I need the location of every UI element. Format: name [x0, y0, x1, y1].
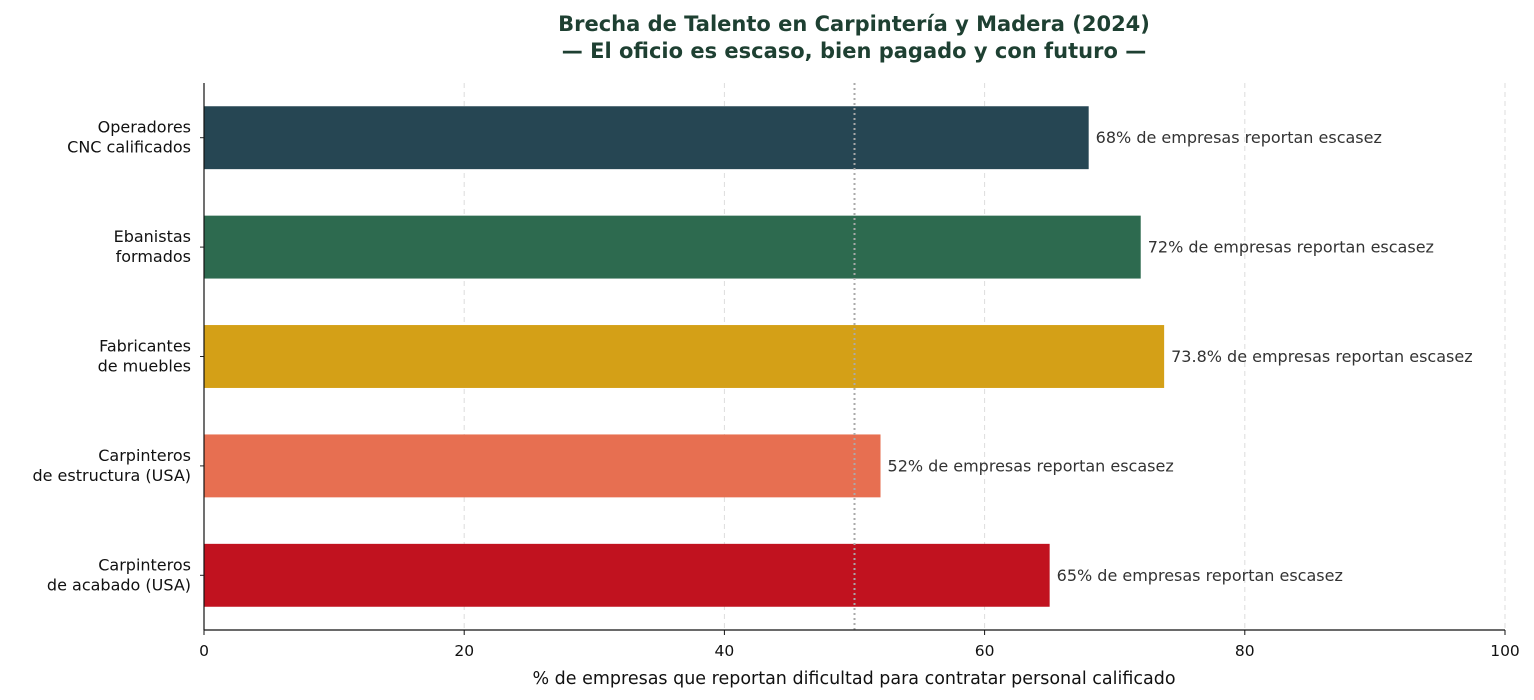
bar-4 — [204, 543, 1050, 607]
category-label-line: Ebanistas — [114, 227, 191, 246]
data-label-0: 68% de empresas reportan escasez — [1096, 128, 1382, 147]
x-tick-label-5: 100 — [1490, 642, 1520, 660]
data-label-2: 73.8% de empresas reportan escasez — [1171, 347, 1472, 366]
category-label-line: CNC calificados — [67, 138, 191, 157]
x-tick-label-3: 60 — [975, 642, 995, 660]
data-label-4: 65% de empresas reportan escasez — [1057, 566, 1343, 585]
data-label-1: 72% de empresas reportan escasez — [1148, 238, 1434, 257]
chart-title-line-2: — El oficio es escaso, bien pagado y con… — [562, 39, 1146, 63]
category-label-line: formados — [116, 247, 191, 266]
bars — [204, 106, 1165, 607]
category-label-line: Carpinteros — [98, 446, 191, 465]
bar-0 — [204, 106, 1089, 170]
data-labels: 68% de empresas reportan escasez 72% de e… — [888, 128, 1473, 585]
category-label-line: Carpinteros — [98, 555, 191, 574]
axes: Operadores CNC calificados Ebanistas formad… — [32, 83, 1520, 660]
x-tick-label-4: 80 — [1235, 642, 1255, 660]
bar-2 — [204, 325, 1165, 388]
category-label-line: de estructura (USA) — [32, 466, 191, 485]
category-label-0: Operadores CNC calificados — [67, 118, 191, 157]
x-tick-label-2: 40 — [715, 642, 735, 660]
category-label-3: Carpinteros de estructura (USA) — [32, 446, 191, 485]
category-label-2: Fabricantes de muebles — [98, 337, 191, 376]
data-label-3: 52% de empresas reportan escasez — [888, 456, 1174, 475]
category-label-line: Fabricantes — [99, 337, 191, 356]
chart-title: Brecha de Talento en Carpintería y Mader… — [558, 12, 1150, 63]
x-tick-label-0: 0 — [199, 642, 209, 660]
bar-3 — [204, 434, 881, 498]
x-tick-label-1: 20 — [454, 642, 474, 660]
x-axis-label: % de empresas que reportan dificultad pa… — [532, 669, 1175, 689]
category-label-line: Operadores — [98, 118, 191, 137]
category-label-line: de muebles — [98, 357, 191, 376]
category-label-line: de acabado (USA) — [47, 575, 191, 594]
category-label-1: Ebanistas formados — [114, 227, 191, 266]
chart-title-line-1: Brecha de Talento en Carpintería y Mader… — [558, 12, 1150, 36]
category-label-4: Carpinteros de acabado (USA) — [47, 555, 191, 594]
bar-1 — [204, 215, 1141, 279]
